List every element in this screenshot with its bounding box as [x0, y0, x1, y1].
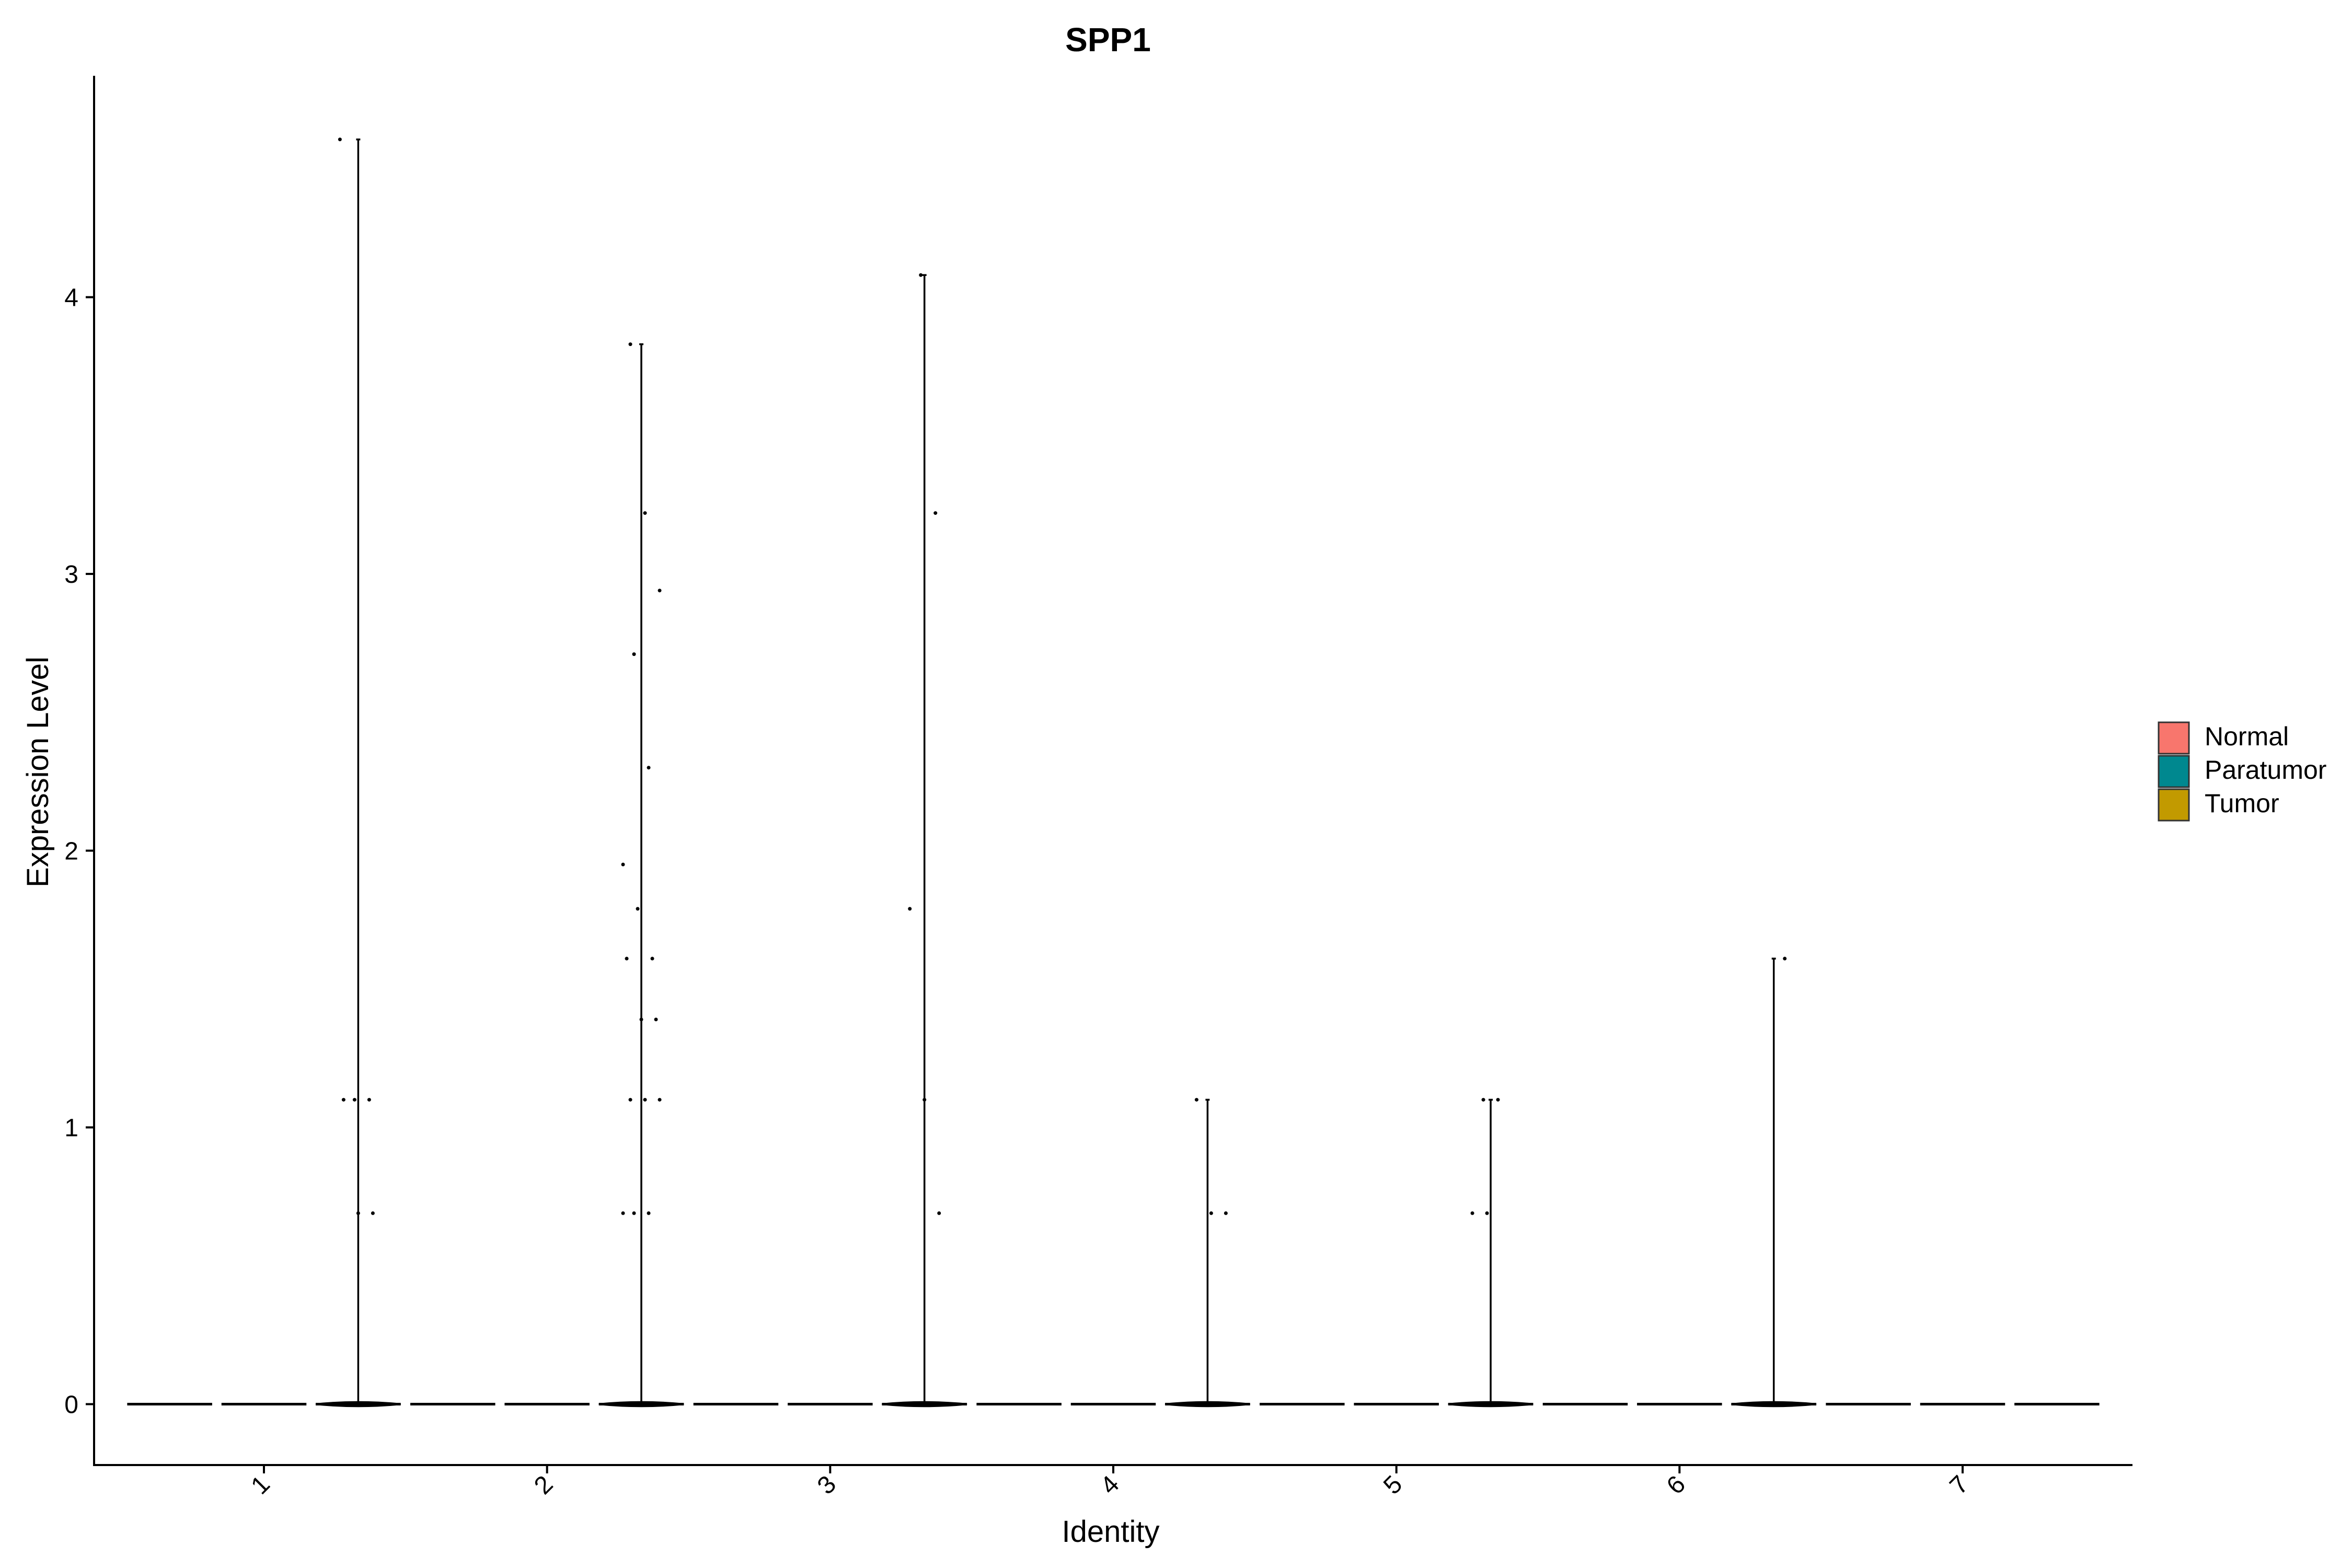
data-point	[639, 1018, 643, 1022]
data-point	[625, 956, 629, 961]
data-point	[1209, 1211, 1213, 1215]
violin-tumor-body	[882, 1401, 967, 1408]
legend-label-normal: Normal	[2205, 722, 2289, 751]
x-tick-label: 5	[1378, 1470, 1408, 1500]
legend-swatch-normal	[2158, 721, 2190, 755]
data-point	[621, 1211, 625, 1215]
x-tick-label: 2	[529, 1470, 558, 1500]
y-axis-ticks: 0 1 2 3 4	[64, 284, 94, 1419]
data-point	[643, 511, 647, 515]
legend-swatch-tumor	[2158, 788, 2190, 822]
data-point	[636, 907, 640, 911]
violin-tumor-body	[1731, 1401, 1817, 1408]
data-point	[628, 1098, 632, 1102]
y-tick-label: 4	[64, 284, 78, 312]
y-tick-label: 2	[64, 838, 78, 866]
chart-title: SPP1	[1065, 21, 1151, 59]
legend-swatch-paratumor	[2158, 755, 2190, 788]
violin-tumor-body	[1165, 1401, 1250, 1408]
legend-label-tumor: Tumor	[2205, 789, 2279, 818]
data-point	[356, 1211, 360, 1215]
x-axis-ticks: 1 2 3 4 5 6 7	[246, 1465, 1974, 1500]
violin-tumor-body	[315, 1401, 401, 1408]
legend-label-paratumor: Paratumor	[2205, 755, 2326, 785]
data-point	[1496, 1098, 1500, 1102]
x-axis-title: Identity	[1062, 1515, 1160, 1549]
data-point	[1194, 1098, 1198, 1102]
data-point	[341, 1098, 345, 1102]
data-point	[628, 342, 632, 347]
data-point	[658, 589, 662, 593]
y-tick-label: 1	[64, 1114, 78, 1142]
data-point	[632, 652, 636, 656]
data-point	[632, 1211, 636, 1215]
x-tick-label: 3	[812, 1470, 841, 1500]
data-point	[650, 956, 654, 961]
x-tick-label: 1	[246, 1470, 275, 1500]
y-tick-label: 0	[64, 1391, 78, 1419]
x-tick-label: 7	[1944, 1470, 1974, 1500]
y-axis-title: Expression Level	[21, 656, 55, 887]
data-point	[919, 273, 923, 277]
data-point	[923, 1098, 927, 1102]
data-point	[1485, 1211, 1489, 1215]
violin-layer	[127, 139, 2100, 1408]
data-point	[1481, 1098, 1485, 1102]
x-tick-label: 6	[1662, 1470, 1691, 1500]
data-point	[643, 1098, 647, 1102]
data-point	[647, 766, 651, 770]
data-point	[933, 511, 938, 515]
data-point	[1470, 1211, 1474, 1215]
y-tick-label: 3	[64, 561, 78, 589]
data-point	[621, 862, 625, 867]
data-point	[658, 1098, 662, 1102]
jitter-points-layer	[338, 137, 1787, 1215]
data-point	[1783, 956, 1787, 961]
data-point	[352, 1098, 356, 1102]
data-point	[908, 907, 912, 911]
data-point	[1224, 1211, 1228, 1215]
violin-tumor-body	[1448, 1401, 1534, 1408]
data-point	[371, 1211, 375, 1215]
data-point	[654, 1018, 658, 1022]
violin-tumor-body	[598, 1401, 684, 1408]
x-tick-label: 4	[1095, 1470, 1124, 1500]
data-point	[937, 1211, 941, 1215]
data-point	[338, 137, 342, 142]
data-point	[367, 1098, 371, 1102]
legend: Normal Paratumor Tumor	[2158, 721, 2326, 822]
data-point	[647, 1211, 651, 1215]
